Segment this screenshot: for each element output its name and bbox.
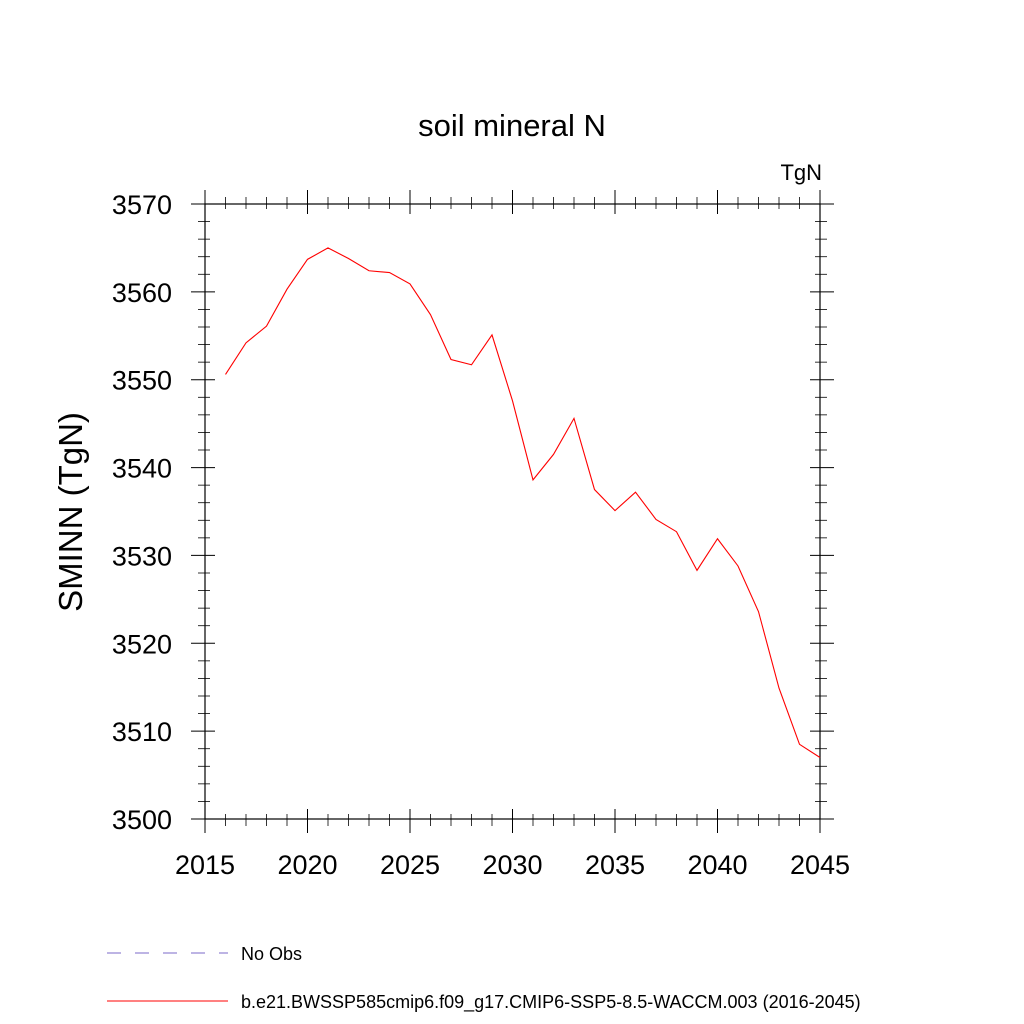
x-tick-label: 2045 — [790, 850, 850, 880]
y-tick-label: 3570 — [112, 190, 172, 220]
y-tick-label: 3550 — [112, 366, 172, 396]
x-tick-label: 2030 — [482, 850, 542, 880]
legend: No Obs b.e21.BWSSP585cmip6.f09_g17.CMIP6-… — [107, 944, 861, 1013]
x-tick-label: 2040 — [687, 850, 747, 880]
x-tick-label: 2035 — [585, 850, 645, 880]
legend-label: No Obs — [241, 944, 302, 964]
x-tick-label: 2015 — [175, 850, 235, 880]
chart-title: soil mineral N — [418, 108, 606, 143]
y-tick-label: 3530 — [112, 541, 172, 571]
y-tick-label: 3500 — [112, 805, 172, 835]
plot-frame — [204, 203, 821, 820]
y-axis-label: SMINN (TgN) — [52, 412, 89, 612]
legend-label: b.e21.BWSSP585cmip6.f09_g17.CMIP6-SSP5-8… — [241, 992, 861, 1013]
y-tick-label: 3510 — [112, 717, 172, 747]
series-group — [225, 247, 821, 758]
axis-tick-labels: 2015 2020 2025 2030 2035 2040 2045 3500 3510 3520… — [112, 190, 850, 880]
y-tick-label: 3520 — [112, 629, 172, 659]
x-tick-label: 2025 — [380, 850, 440, 880]
x-tick-label: 2020 — [277, 850, 337, 880]
series-line — [225, 247, 821, 758]
axis-ticks — [191, 190, 834, 833]
y-tick-label: 3540 — [112, 454, 172, 484]
units-label: TgN — [780, 160, 822, 185]
y-tick-label: 3560 — [112, 278, 172, 308]
